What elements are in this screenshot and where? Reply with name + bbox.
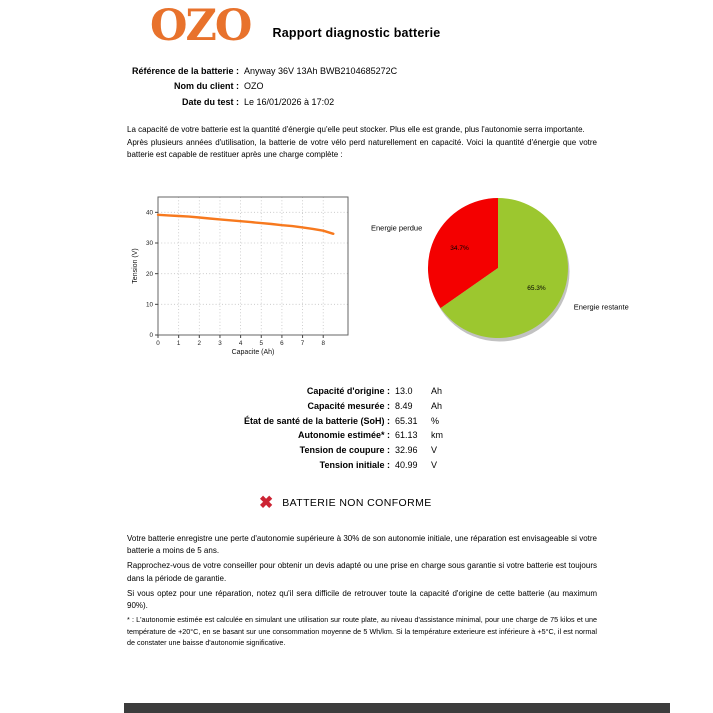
measurement-unit: V: [431, 459, 438, 470]
measurement-value: 13.0: [395, 386, 413, 396]
svg-text:20: 20: [146, 271, 154, 278]
info-label: Référence de la batterie :: [131, 66, 239, 76]
measurement-value: 40.99: [395, 459, 418, 470]
svg-text:Tension (V): Tension (V): [132, 248, 139, 283]
intro-paragraphs: La capacité de votre batterie est la qua…: [127, 124, 597, 162]
x-mark-icon: ✖: [259, 493, 274, 512]
measurement-label: Tension initiale :: [319, 459, 390, 470]
footer-bar: [124, 703, 670, 713]
measurements-block: Capacité d'origine : 13.0 Ah Capacité me…: [127, 384, 443, 473]
measurement-unit: km: [431, 430, 443, 441]
advice-paragraph: Si vous optez pour une réparation, notez…: [127, 588, 597, 611]
svg-text:5: 5: [260, 340, 264, 347]
measurement-unit: Ah: [431, 400, 443, 411]
verdict-banner: ✖ BATTERIE NON CONFORME: [259, 494, 432, 511]
measurement-value: 32.96: [395, 445, 418, 456]
measurement-unit: Ah: [431, 386, 443, 396]
svg-text:2: 2: [198, 340, 202, 347]
measurement-label: Capacité mesurée :: [307, 400, 390, 411]
svg-text:Energie perdue: Energie perdue: [371, 224, 422, 233]
svg-text:65.3%: 65.3%: [527, 285, 546, 292]
svg-text:8: 8: [321, 340, 325, 347]
autonomy-footnote: * : L'autonomie estimée est calculée en …: [127, 615, 597, 648]
measurement-value: 61.13: [395, 430, 418, 441]
measurement-value: 65.31: [395, 415, 418, 426]
svg-text:0: 0: [156, 340, 160, 347]
svg-text:40: 40: [146, 210, 154, 217]
info-label: Date du test :: [181, 96, 239, 107]
svg-text:34.7%: 34.7%: [450, 245, 469, 252]
info-value: OZO: [244, 81, 264, 92]
svg-text:0: 0: [149, 332, 153, 339]
measurement-row: Capacité mesurée : 8.49 Ah: [127, 399, 443, 414]
verdict-text: BATTERIE NON CONFORME: [282, 496, 432, 509]
measurement-row: Tension initiale : 40.99 V: [127, 458, 443, 473]
measurement-label: Autonomie estimée* :: [297, 430, 390, 441]
measurement-row: Tension de coupure : 32.96 V: [127, 443, 443, 458]
info-row-date: Date du test : Le 16/01/2026 à 17:02: [127, 95, 397, 110]
measurement-row: État de santé de la batterie (SoH) : 65.…: [127, 414, 443, 429]
svg-text:7: 7: [301, 340, 305, 347]
measurement-value: 8.49: [395, 400, 413, 411]
advice-paragraph: Rapprochez-vous de votre conseiller pour…: [127, 561, 597, 583]
measurement-row: Autonomie estimée* : 61.13 km: [127, 428, 443, 443]
measurement-unit: %: [431, 415, 440, 426]
svg-text:Energie restante: Energie restante: [574, 302, 629, 311]
measurement-label: Capacité d'origine :: [306, 386, 390, 396]
svg-text:30: 30: [146, 240, 154, 247]
info-value: Le 16/01/2026 à 17:02: [244, 96, 335, 107]
advice-paragraph: Votre batterie enregistre une perte d'au…: [127, 534, 597, 556]
measurement-row: Capacité d'origine : 13.0 Ah: [127, 384, 443, 399]
advice-paragraphs: Votre batterie enregistre une perte d'au…: [127, 533, 597, 615]
svg-text:10: 10: [146, 302, 154, 309]
svg-text:3: 3: [218, 340, 222, 347]
svg-text:4: 4: [239, 340, 243, 347]
ozo-logo: OZO: [150, 1, 252, 51]
info-label: Nom du client :: [174, 81, 239, 92]
page-title: Rapport diagnostic batterie: [272, 26, 441, 40]
info-row-reference: Référence de la batterie : Anyway 36V 13…: [127, 64, 397, 79]
tension-capacity-line-chart: 0 1 2 3 4 5 6 7 8 0 10 20 30 40 Capacite (Ah) Tension (…: [132, 196, 349, 356]
svg-text:Capacite (Ah): Capacite (Ah): [232, 349, 275, 356]
energy-pie-chart: 34.7% Energie perdue 65.3% Energie restante: [371, 198, 629, 342]
intro-paragraph: Après plusieurs années d'utilisation, la…: [127, 137, 597, 160]
measurement-label: État de santé de la batterie (SoH) :: [243, 415, 390, 426]
info-row-client: Nom du client : OZO: [127, 79, 397, 94]
info-value: Anyway 36V 13Ah BWB2104685272C: [244, 66, 398, 76]
intro-paragraph: La capacité de votre batterie est la qua…: [127, 125, 585, 134]
svg-text:6: 6: [280, 340, 284, 347]
battery-info-block: Référence de la batterie : Anyway 36V 13…: [127, 64, 397, 110]
svg-text:1: 1: [177, 340, 181, 347]
measurement-unit: V: [431, 445, 438, 456]
measurement-label: Tension de coupure :: [299, 445, 390, 456]
